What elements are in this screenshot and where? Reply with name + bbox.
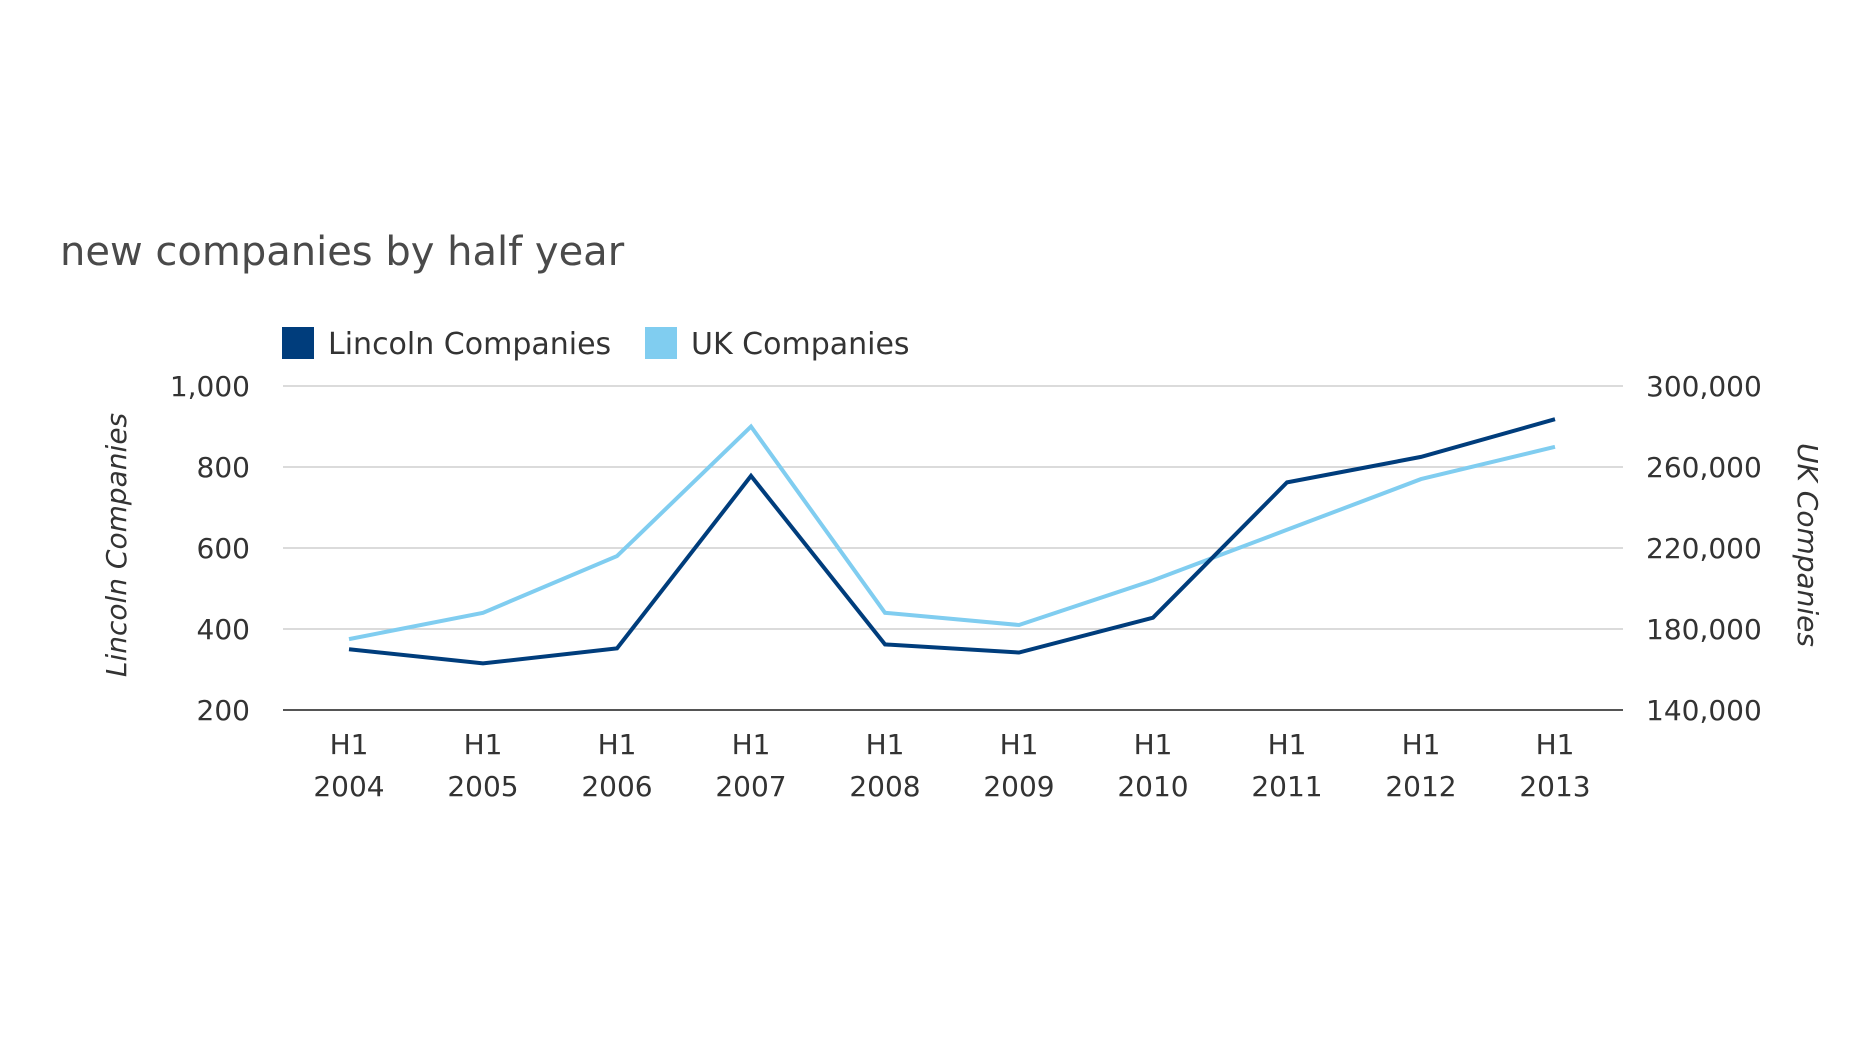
x-tick-line: 2012 — [1385, 770, 1456, 803]
right-axis-title: UK Companies — [1791, 443, 1824, 647]
left-axis-ticks: 1,000 800 600 400 200 — [170, 370, 250, 727]
legend: Lincoln Companies UK Companies — [282, 327, 910, 362]
chart-title: new companies by half year — [60, 229, 625, 275]
x-tick-line: 2007 — [715, 770, 786, 803]
right-tick-label: 220,000 — [1646, 532, 1762, 565]
left-tick-label: 200 — [197, 694, 250, 727]
legend-label-lincoln: Lincoln Companies — [328, 327, 611, 362]
x-tick-label: H1 2004 — [313, 728, 384, 803]
x-axis-ticks: H1 2004 H1 2005 H1 2006 H1 2007 H1 2008 H1 2009 H1 20… — [313, 728, 1590, 803]
left-tick-label: 1,000 — [170, 370, 250, 403]
x-tick-line: 2008 — [849, 770, 920, 803]
x-tick-line: 2013 — [1519, 770, 1590, 803]
x-tick-line: H1 — [1402, 728, 1441, 761]
series-line-uk — [348, 423, 1556, 642]
x-tick-line: 2006 — [581, 770, 652, 803]
x-tick-line: 2010 — [1117, 770, 1188, 803]
x-tick-line: H1 — [1268, 728, 1307, 761]
right-tick-label: 180,000 — [1646, 613, 1762, 646]
right-axis-ticks: 300,000 260,000 220,000 180,000 140,000 — [1646, 370, 1762, 727]
x-tick-line: 2011 — [1251, 770, 1322, 803]
gridlines — [283, 385, 1623, 711]
left-tick-label: 400 — [197, 613, 250, 646]
x-tick-label: H1 2008 — [849, 728, 920, 803]
left-tick-label: 600 — [197, 532, 250, 565]
x-tick-label: H1 2012 — [1385, 728, 1456, 803]
x-tick-line: 2009 — [983, 770, 1054, 803]
x-tick-line: H1 — [1134, 728, 1173, 761]
x-tick-label: H1 2005 — [447, 728, 518, 803]
series-line-lincoln — [348, 417, 1556, 666]
x-tick-line: H1 — [464, 728, 503, 761]
x-tick-line: H1 — [732, 728, 771, 761]
x-tick-line: H1 — [598, 728, 637, 761]
x-tick-line: H1 — [330, 728, 369, 761]
series-layer — [348, 417, 1556, 666]
x-tick-line: 2005 — [447, 770, 518, 803]
right-tick-label: 260,000 — [1646, 451, 1762, 484]
x-tick-label: H1 2013 — [1519, 728, 1590, 803]
x-tick-line: H1 — [1536, 728, 1575, 761]
left-tick-label: 800 — [197, 451, 250, 484]
legend-swatch-lincoln — [282, 327, 314, 359]
legend-swatch-uk — [645, 327, 677, 359]
right-tick-label: 300,000 — [1646, 370, 1762, 403]
x-tick-line: H1 — [866, 728, 905, 761]
x-tick-line: H1 — [1000, 728, 1039, 761]
left-axis-title: Lincoln Companies — [100, 413, 133, 677]
x-tick-label: H1 2006 — [581, 728, 652, 803]
right-tick-label: 140,000 — [1646, 694, 1762, 727]
x-tick-label: H1 2009 — [983, 728, 1054, 803]
x-tick-label: H1 2007 — [715, 728, 786, 803]
x-tick-label: H1 2011 — [1251, 728, 1322, 803]
x-tick-line: 2004 — [313, 770, 384, 803]
legend-label-uk: UK Companies — [691, 327, 910, 362]
x-tick-label: H1 2010 — [1117, 728, 1188, 803]
